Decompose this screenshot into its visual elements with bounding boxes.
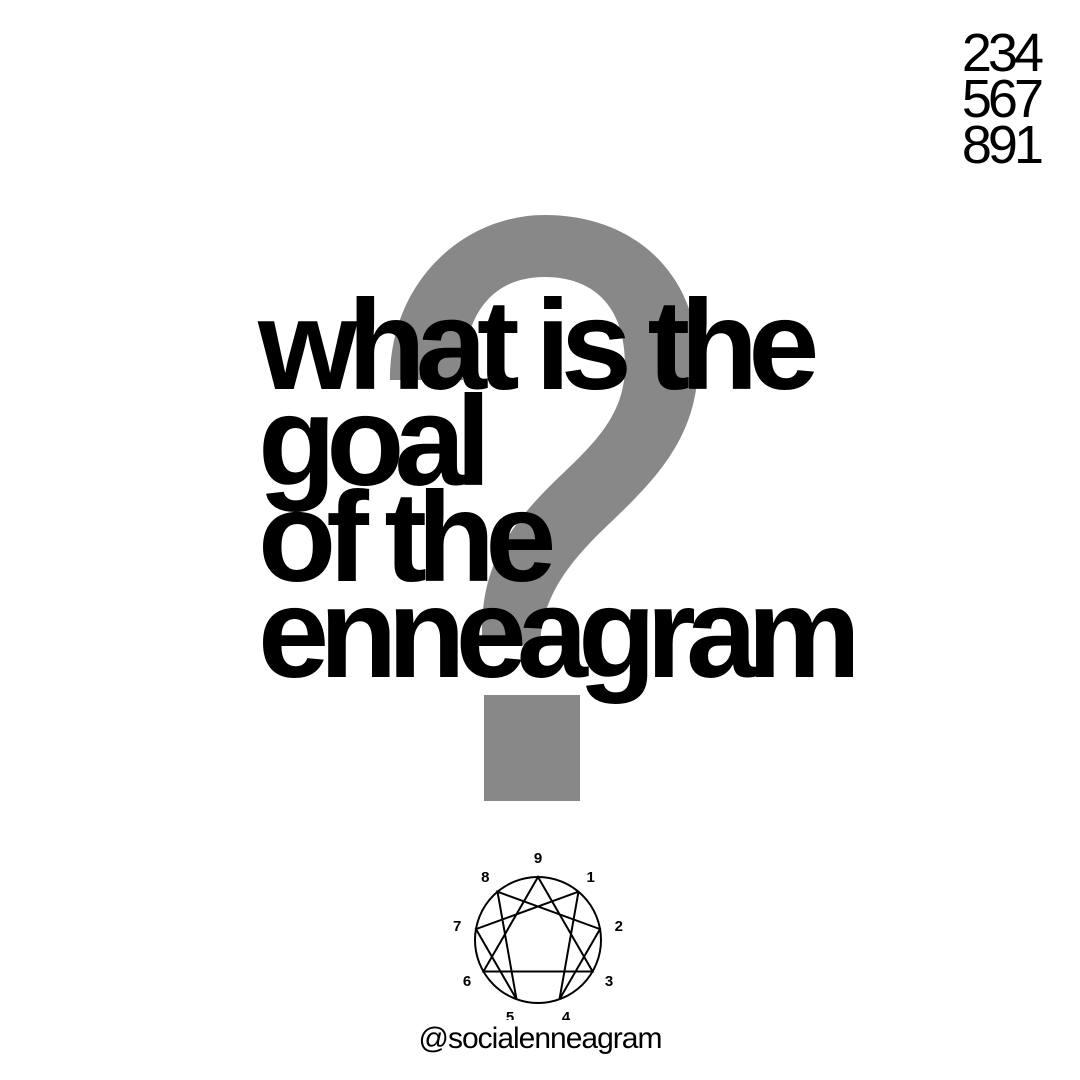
corner-number-row: 567	[961, 69, 1044, 129]
headline-line: of the	[258, 466, 556, 609]
enneagram-triangle	[481, 875, 595, 973]
enneagram-point-label: 9	[534, 850, 542, 867]
corner-number-row: 891	[961, 115, 1044, 175]
enneagram-point-label: 1	[587, 869, 595, 886]
enneagram-point-label: 6	[463, 973, 471, 990]
corner-number-grid: 234 567 891	[961, 23, 1044, 175]
enneagram-point-label: 8	[481, 869, 489, 886]
enneagram-point-label: 2	[615, 918, 623, 935]
enneagram-logo-icon: 9 1 2 3 4 5 6 7 8	[453, 850, 623, 1020]
headline: what is the goal of the enneagram	[258, 274, 861, 705]
corner-number-row: 234	[961, 23, 1044, 83]
question-mark-icon	[390, 215, 698, 801]
headline-line: what is the	[258, 274, 819, 417]
enneagram-point-label: 7	[453, 918, 461, 935]
headline-line: enneagram	[258, 562, 861, 705]
headline-line: goal	[258, 370, 491, 513]
enneagram-circle	[474, 876, 602, 1004]
social-handle: @socialenneagram	[418, 1022, 663, 1055]
enneagram-hexad	[474, 890, 602, 1000]
enneagram-point-label: 4	[562, 1009, 571, 1020]
enneagram-point-label: 5	[506, 1009, 514, 1020]
enneagram-point-label: 3	[605, 973, 613, 990]
